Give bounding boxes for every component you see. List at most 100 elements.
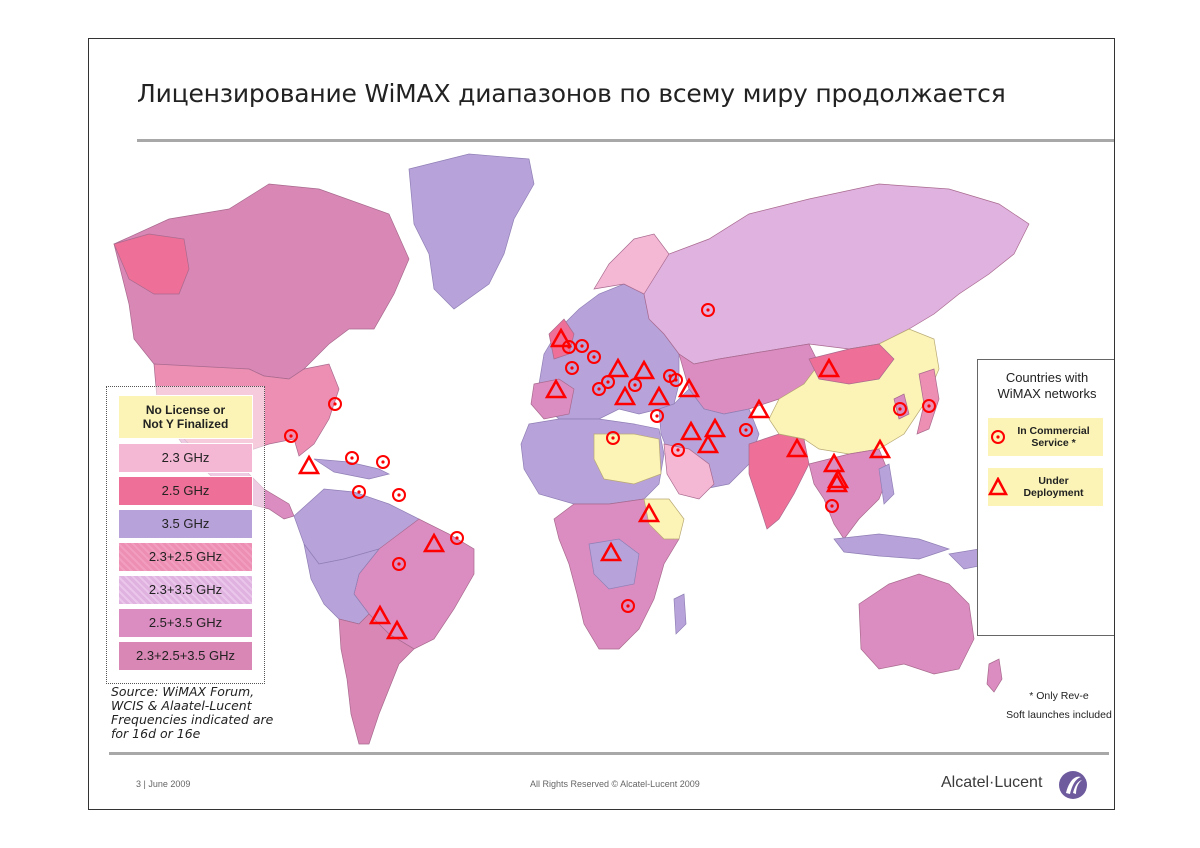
commercial-service-marker-germany [575,339,589,353]
country-caribbean [313,458,391,480]
source-line-2: WCIS & Alaatel-Lucent [111,698,252,713]
networks-title-line2: WiMAX networks [997,386,1097,401]
region-indonesia [833,533,951,560]
country-mongolia [808,343,895,385]
country-argentina-chile [338,613,415,745]
under-deployment-marker-oman [703,417,727,438]
legend-item-2-3-2-5-3-5: 2.3+2.5+3.5 GHz [118,641,253,671]
commercial-service-marker-bolivia [392,557,406,571]
commercial-service-marker-venezuela [392,488,406,502]
commercial-service-marker-brazil-east [450,531,464,545]
commercial-service-marker-united-kingdom [562,340,576,354]
page-title: Лицензирование WiMAX диапазонов по всему… [137,79,1006,108]
under-deployment-marker-india [785,437,809,458]
under-deployment-marker-greece [647,385,671,406]
commercial-service-marker-russia [701,303,715,317]
commercial-service-marker-italy-north [592,382,606,396]
source-note: Source: WiMAX Forum, WCIS & Alaatel-Luce… [111,685,273,741]
country-uk [548,318,575,360]
legend-item-2-3-3-5: 2.3+3.5 GHz [118,575,253,605]
commercial-service-marker-colombia [352,485,366,499]
deployment-label-line1: Under [1038,475,1069,487]
country-peru-bolivia [303,543,380,625]
country-india [748,433,810,530]
under-deployment-marker-mongolia [817,357,841,378]
under-deployment-icon [988,477,1008,496]
under-deployment-marker-georgia [677,377,701,398]
legend-item-2-5: 2.5 GHz [118,476,253,506]
commercial-service-marker-dominican-republic [345,451,359,465]
footnote-line2: Soft launches included [1006,709,1112,721]
commercial-service-icon [991,430,1005,444]
footer-date: 3 | June 2009 [136,779,191,789]
logo-mark-icon [1059,771,1087,799]
commercial-label-line2: Service * [1031,437,1076,449]
frequency-legend: No License or Not Y Finalized 2.3 GHz 2.… [106,386,265,684]
legend-item-3-5: 3.5 GHz [118,509,253,539]
commercial-service-marker-pakistan [739,423,753,437]
under-deployment-marker-ireland [549,327,573,348]
country-congo [588,538,640,590]
legend-no-license-line2: Not Y Finalized [142,417,229,431]
country-ethiopia [643,498,685,540]
under-deployment-key: Under Deployment [988,468,1103,506]
deployment-label-line2: Deployment [1023,487,1084,499]
commercial-service-marker-puerto-rico [376,455,390,469]
commercial-service-marker-poland [587,350,601,364]
under-deployment-marker-angola [599,541,623,562]
country-greenland [408,153,535,310]
networks-title-line1: Countries with [1005,370,1089,385]
commercial-service-key: In Commercial Service * [988,418,1103,456]
source-line-3: Frequencies indicated are [111,712,274,727]
source-line-1: Source: WiMAX Forum, [111,684,255,699]
legend-no-license: No License or Not Y Finalized [118,395,253,439]
alcatel-lucent-logo: Alcatel·Lucent [941,769,1091,801]
under-deployment-marker-chile [368,604,392,625]
commercial-service-marker-turkey [669,373,683,387]
markers-layer [284,303,936,640]
commercial-label-line1: In Commercial [1017,425,1090,437]
under-deployment-marker-malaysia [825,472,849,493]
legend-item-2-5-3-5: 2.5+3.5 GHz [118,608,253,638]
country-saudi-arabia [663,443,715,500]
logo-text: Alcatel·Lucent [941,774,1043,791]
commercial-service-marker-korea [893,402,907,416]
country-madagascar [673,593,687,635]
networks-legend-title: Countries with WiMAX networks [982,370,1112,402]
region-southeast-asia [808,448,890,540]
under-deployment-marker-spain [544,378,568,399]
commercial-service-marker-libya [606,431,620,445]
under-deployment-marker-argentina [385,619,409,640]
under-deployment-marker-romania [632,359,656,380]
country-russia [643,183,1030,365]
legend-item-2-3-2-5: 2.3+2.5 GHz [118,542,253,572]
commercial-service-marker-south-africa [621,599,635,613]
under-deployment-marker-mexico-south [297,454,321,475]
footnote-line1: * Only Rev-e [1029,690,1089,702]
under-deployment-marker-austria [606,357,630,378]
under-deployment-marker-iran [679,420,703,441]
source-line-4: for 16d or 16e [111,726,201,741]
legend-no-license-line1: No License or [145,403,226,417]
footnote: * Only Rev-e Soft launches included [994,687,1114,725]
under-deployment-marker-taiwan [868,438,892,459]
country-libya-egypt [593,433,662,485]
commercial-service-marker-bulgaria [628,378,642,392]
under-deployment-marker-nigeria [637,502,661,523]
under-deployment-marker-italy-south [613,385,637,406]
country-alaska [113,233,190,295]
commercial-service-marker-japan [922,399,936,413]
legend-item-2-3: 2.3 GHz [118,443,253,473]
title-rule [137,139,1114,142]
under-deployment-marker-brazil [422,532,446,553]
slide: Лицензирование WiMAX диапазонов по всему… [88,38,1115,810]
commercial-service-marker-saudi-arabia [671,443,685,457]
commercial-service-marker-mexico [284,429,298,443]
under-deployment-marker-uae [696,433,720,454]
under-deployment-marker-thailand [822,452,846,473]
footer-rule [109,752,1109,755]
commercial-service-marker-usa [328,397,342,411]
country-philippines [878,463,895,505]
commercial-service-marker-lebanon [650,409,664,423]
commercial-service-marker-france [565,361,579,375]
